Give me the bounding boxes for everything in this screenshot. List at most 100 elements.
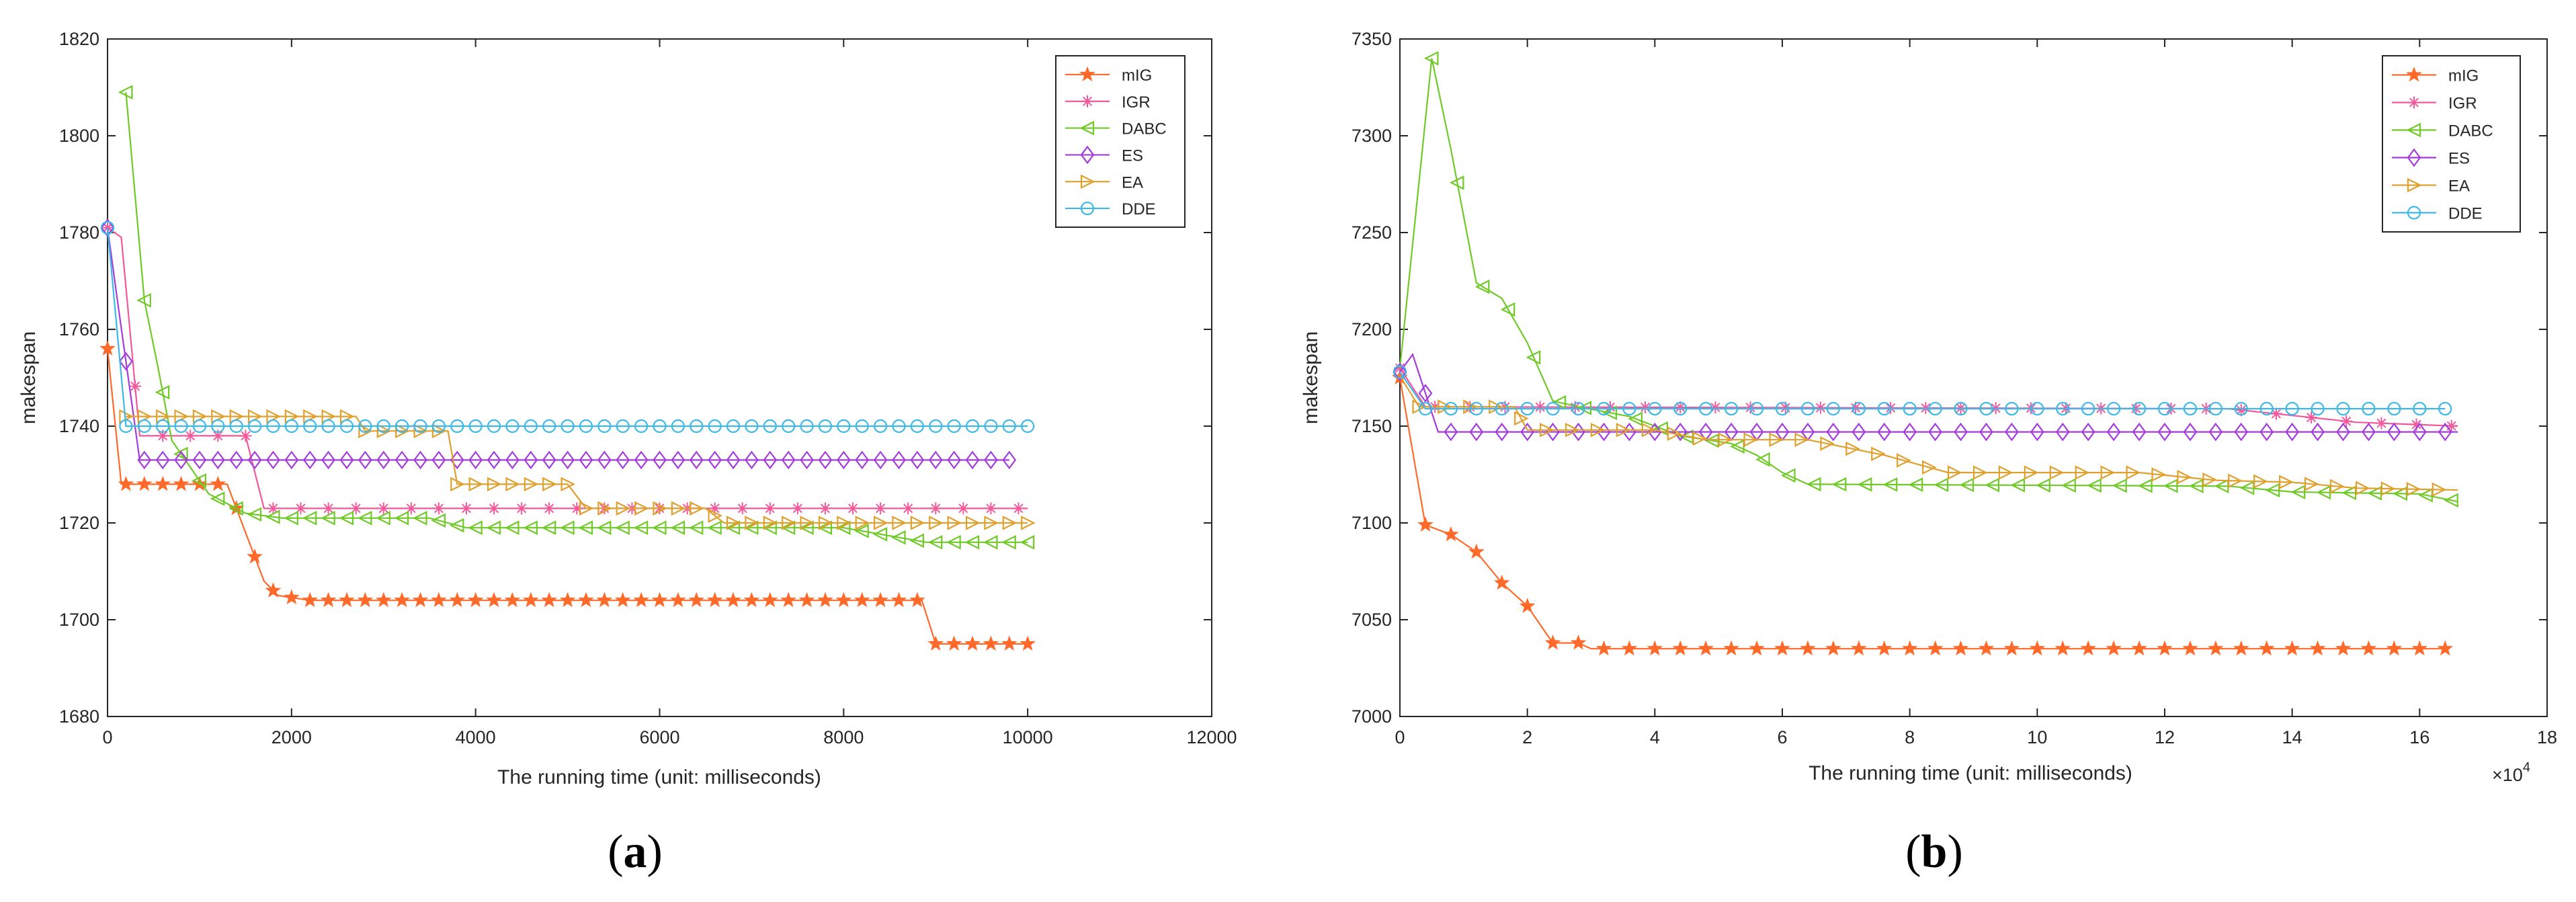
x-tick-label-b: 4 [1650, 727, 1660, 747]
data-point-ea-a [947, 516, 962, 530]
data-point-dde-a [321, 419, 335, 434]
data-point-dde-a [579, 419, 593, 434]
data-point-dabc-a [302, 511, 317, 526]
data-point-dabc-a [192, 473, 207, 488]
legend-marker-es-b [2407, 148, 2421, 167]
data-point-ea-a [965, 516, 981, 530]
data-point-es-b [2362, 422, 2376, 442]
data-point-es-b [2285, 422, 2300, 442]
data-point-dde-b [1928, 401, 1942, 416]
data-point-dde-a [782, 419, 796, 434]
data-point-dabc-b [2163, 479, 2178, 493]
data-point-mig-a [541, 591, 558, 608]
data-point-dde-a [395, 419, 409, 434]
data-point-dabc-a [596, 520, 612, 535]
data-point-ea-b [2024, 465, 2039, 480]
y-tick-label-a: 1700 [59, 610, 99, 630]
data-point-dde-b [2336, 401, 2350, 416]
data-point-dabc-a [210, 491, 225, 506]
data-point-mig-a [872, 591, 888, 608]
data-point-dabc-a [762, 520, 777, 535]
data-point-mig-b [2029, 640, 2046, 656]
data-point-es-a [505, 450, 520, 470]
series-lines-b [1392, 51, 2458, 656]
data-point-dde-a [984, 419, 998, 434]
data-point-dabc-a [670, 520, 685, 535]
data-point-ea-a [653, 501, 667, 516]
data-point-igr-a [763, 502, 776, 515]
data-point-mig-b [1978, 640, 1995, 656]
data-point-igr-a [543, 502, 556, 515]
data-point-mig-a [761, 591, 778, 608]
data-point-mig-a [247, 548, 263, 564]
data-point-ea-b [2100, 465, 2116, 480]
data-point-es-b [1647, 422, 1662, 442]
data-point-mig-a [633, 591, 649, 608]
data-point-es-a [210, 450, 225, 470]
data-point-ea-b [2406, 482, 2421, 497]
data-point-dde-b [1826, 401, 1840, 416]
data-point-es-b [1469, 422, 1484, 442]
data-point-es-a [413, 450, 427, 470]
exponent-power: 4 [2523, 760, 2530, 775]
data-point-ea-a [468, 477, 484, 492]
data-point-ea-b [2432, 482, 2447, 497]
x-tick-label-b: 18 [2537, 727, 2557, 747]
data-point-igr-b [1534, 401, 1546, 413]
x-axis-label-b: The running time (unit: milliseconds) [1809, 762, 2132, 784]
data-point-es-a [339, 450, 354, 470]
data-point-dde-a [303, 419, 317, 434]
data-point-mig-a [339, 591, 355, 608]
y-tick-label-b: 7350 [1352, 29, 1392, 49]
data-point-dde-b [2438, 401, 2452, 416]
data-point-dde-b [2030, 401, 2044, 416]
data-point-es-b [2208, 422, 2223, 442]
chart-panel-a: 0 2000 4000 6000 8000 10000 12000 1680 1700 1720 1… [17, 29, 1237, 878]
data-point-dabc-a [265, 509, 280, 524]
data-point-mig-a [486, 591, 502, 608]
data-point-dabc-a [321, 511, 335, 526]
data-point-dde-a [431, 419, 446, 434]
y-tick-label-b: 7150 [1352, 416, 1392, 436]
data-point-dabc-a [357, 511, 372, 526]
data-point-es-b [1571, 422, 1585, 442]
data-point-ea-a [505, 477, 520, 492]
data-point-mig-a [284, 589, 300, 605]
data-point-dabc-a [854, 524, 869, 538]
data-point-ea-a [431, 423, 447, 438]
data-point-mig-a [964, 635, 981, 651]
data-point-mig-a [909, 591, 925, 608]
data-point-dabc-a [431, 513, 446, 528]
data-point-mig-a [743, 591, 760, 608]
x-tick-label-a: 4000 [456, 727, 496, 747]
data-point-dabc-a [394, 511, 409, 526]
data-point-ea-b [1641, 422, 1657, 438]
data-point-dde-a [413, 419, 427, 434]
data-point-dde-b [1979, 401, 1993, 416]
data-point-dabc-b [1500, 302, 1515, 317]
data-point-mig-b [2335, 640, 2352, 656]
legend-label-igr-b: IGR [2448, 95, 2477, 113]
data-point-ea-b [2304, 477, 2319, 491]
legend-marker-dde-b [2407, 206, 2421, 220]
data-point-ea-b [1972, 465, 1988, 480]
data-point-dabc-a [652, 520, 667, 535]
data-point-ea-a [818, 516, 833, 530]
data-point-dde-a [690, 419, 704, 434]
data-point-ea-a [929, 516, 944, 530]
data-point-mig-a [449, 591, 466, 608]
data-point-dde-b [2413, 401, 2427, 416]
data-point-mig-b [2360, 640, 2377, 656]
data-point-es-b [1520, 422, 1535, 442]
legend-label-igr-a: IGR [1122, 93, 1151, 112]
y-tick-label-a: 1780 [59, 222, 99, 243]
x-axis-label-a: The running time (unit: milliseconds) [497, 766, 821, 788]
data-point-mig-a [835, 591, 852, 608]
data-point-dde-a [119, 419, 133, 434]
data-point-dde-a [634, 419, 649, 434]
legend-marker-dabc-b [2406, 122, 2421, 138]
y-tick-label-a: 1760 [59, 319, 99, 339]
series-markers-ea-b [1412, 399, 2447, 497]
x-tick-label-b: 0 [1395, 727, 1405, 747]
data-point-dabc-a [615, 520, 630, 535]
